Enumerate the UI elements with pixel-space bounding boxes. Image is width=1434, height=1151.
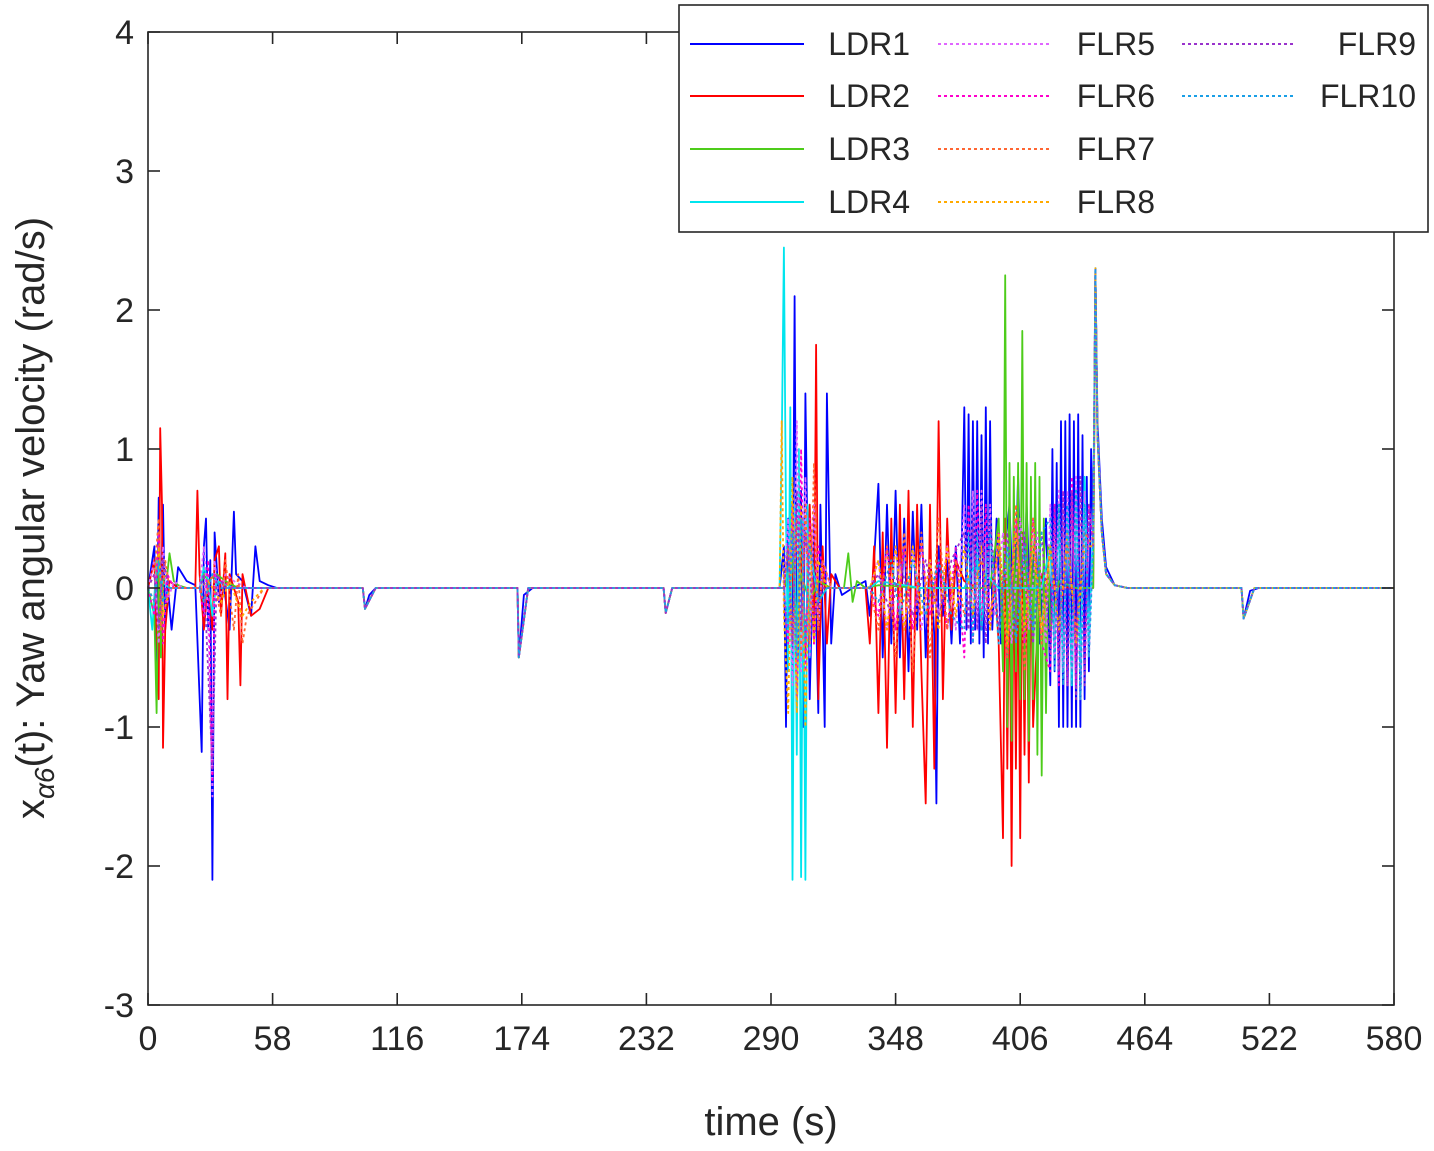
ticks-layer: 0 58 116 174 232 290 348 406 464 522 580 -3 -2 -1 0 1 2 3…: [104, 14, 1423, 1058]
series-line-flr7: [147, 267, 1394, 673]
y-tick-label: 0: [115, 570, 134, 608]
series-line-flr10: [147, 267, 1394, 701]
x-tick-label: 58: [254, 1020, 292, 1058]
legend-label-flr5: FLR5: [1077, 26, 1155, 62]
legend-label-ldr2: LDR2: [828, 78, 910, 114]
y-tick-label: 2: [115, 292, 134, 330]
y-tick-label: -3: [104, 987, 134, 1025]
x-tick-label: 464: [1116, 1020, 1173, 1058]
series-layer: [147, 246, 1394, 881]
y-axis-title: xα6(t): Yaw angular velocity (rad/s): [9, 217, 60, 819]
y-axis-title-main: x: [9, 799, 53, 819]
y-axis-title-rest: (t): Yaw angular velocity (rad/s): [9, 217, 53, 768]
legend-label-flr10: FLR10: [1320, 78, 1416, 114]
legend: LDR1 LDR2 LDR3 LDR4 FLR5 FLR6 FLR7 FLR8 FLR9 FLR1…: [678, 4, 1429, 233]
x-tick-label: 348: [867, 1020, 924, 1058]
x-tick-label: 290: [743, 1020, 800, 1058]
legend-label-ldr1: LDR1: [828, 26, 910, 62]
legend-box: [678, 4, 1429, 233]
x-tick-label: 232: [618, 1020, 675, 1058]
x-tick-label: 406: [992, 1020, 1049, 1058]
x-tick-label: 116: [370, 1020, 424, 1058]
x-tick-label: 580: [1366, 1020, 1423, 1058]
x-tick-label: 174: [493, 1020, 550, 1058]
legend-entries: LDR1 LDR2 LDR3 LDR4 FLR5 FLR6 FLR7 FLR8 FLR9 FLR1…: [690, 26, 1416, 220]
y-axis-title-subscript: α6: [29, 767, 60, 799]
y-tick-label: 4: [115, 14, 134, 52]
legend-label-ldr4: LDR4: [828, 184, 910, 220]
legend-label-flr9: FLR9: [1338, 26, 1416, 62]
legend-label-flr8: FLR8: [1077, 184, 1155, 220]
y-tick-label: 3: [115, 153, 134, 191]
y-tick-label: 1: [115, 431, 134, 469]
legend-label-flr7: FLR7: [1077, 131, 1155, 167]
x-tick-label: 522: [1241, 1020, 1298, 1058]
legend-label-flr6: FLR6: [1077, 78, 1155, 114]
legend-label-ldr3: LDR3: [828, 131, 910, 167]
series-line-flr9: [147, 267, 1394, 770]
x-axis-title: time (s): [704, 1100, 837, 1144]
x-tick-label: 0: [139, 1020, 158, 1058]
y-tick-label: -1: [104, 709, 134, 747]
y-tick-label: -2: [104, 848, 134, 886]
